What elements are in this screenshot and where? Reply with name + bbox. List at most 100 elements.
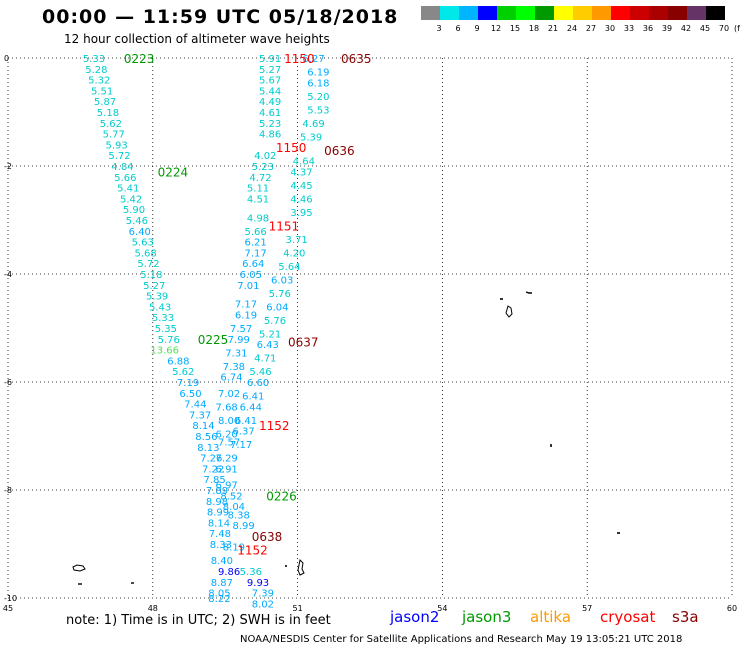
wave-height-value: 5.87 bbox=[94, 97, 116, 108]
wave-height-value: 5.77 bbox=[103, 130, 125, 141]
wave-height-value: 7.31 bbox=[225, 348, 247, 359]
wave-height-value: 9.93 bbox=[247, 578, 269, 589]
colorbar-swatch bbox=[459, 6, 478, 20]
colorbar-label: 3 bbox=[436, 24, 442, 33]
wave-height-value: 5.33 bbox=[152, 313, 174, 324]
colorbar-label: 18 bbox=[528, 24, 540, 33]
colorbar-label: 12 bbox=[490, 24, 502, 33]
wave-height-value: 5.51 bbox=[91, 86, 113, 97]
wave-height-value: 5.67 bbox=[259, 76, 281, 87]
island-seychelles-mahe bbox=[505, 305, 513, 318]
wave-height-value: 6.43 bbox=[257, 340, 279, 351]
pass-time-label: 0223 bbox=[124, 52, 155, 66]
pass-time-label: 1151 bbox=[269, 219, 300, 233]
wave-height-value: 7.48 bbox=[209, 529, 231, 540]
wave-height-value: 8.14 bbox=[208, 518, 230, 529]
wave-height-value: 7.57 bbox=[230, 324, 252, 335]
colorbar-label: 45 bbox=[699, 24, 711, 33]
wave-height-value: 6.03 bbox=[271, 275, 293, 286]
wave-height-value: 5.36 bbox=[240, 567, 262, 578]
colorbar-swatch bbox=[421, 6, 440, 20]
lon-tick-label: 51 bbox=[293, 604, 303, 613]
lon-tick-label: 57 bbox=[582, 604, 592, 613]
island-bird bbox=[525, 291, 532, 294]
pass-time-label: 0635 bbox=[341, 52, 372, 66]
legend-jason3: jason3 bbox=[462, 608, 512, 626]
wave-height-value: 7.26 bbox=[200, 454, 222, 465]
wave-height-value: 5.21 bbox=[259, 329, 281, 340]
pass-time-label: 1152 bbox=[237, 543, 268, 557]
wave-height-value: 5.93 bbox=[105, 140, 127, 151]
wave-height-value: 7.99 bbox=[228, 335, 250, 346]
wave-height-value: 6.41 bbox=[235, 416, 257, 427]
colorbar-swatch bbox=[649, 6, 668, 20]
colorbar-label: 30 bbox=[604, 24, 616, 33]
colorbar-label: 36 bbox=[642, 24, 654, 33]
wave-height-value: 4.98 bbox=[247, 213, 269, 224]
wave-height-value: 6.88 bbox=[167, 356, 189, 367]
wave-height-value: 13.66 bbox=[150, 346, 179, 357]
wave-height-value: 5.42 bbox=[120, 194, 142, 205]
colorbar-label: 39 bbox=[661, 24, 673, 33]
pass-time-labels: 0223 0224 0225 0226 1150 1150 1151 1152 1152 0635… bbox=[124, 52, 372, 557]
wave-height-value: 6.05 bbox=[240, 270, 262, 281]
wave-height-value: 5.66 bbox=[114, 173, 136, 184]
wave-height-value: 5.28 bbox=[85, 65, 107, 76]
wave-height-value: 5.33 bbox=[83, 54, 105, 65]
legend-jason2: jason2 bbox=[390, 608, 440, 626]
colorbar-swatch bbox=[687, 6, 706, 20]
wave-height-value: 4.72 bbox=[249, 173, 271, 184]
colorbar-swatch bbox=[706, 6, 725, 20]
wave-height-value: 3.95 bbox=[290, 208, 312, 219]
footnote: note: 1) Time is in UTC; 2) SWH is in fe… bbox=[66, 613, 331, 628]
axis-tick-labels: 45 48 51 54 57 60 0 -2 -4 -6 -8 -10 bbox=[3, 54, 737, 613]
wave-height-value: 8.99 bbox=[232, 521, 254, 532]
wave-height-value: 7.17 bbox=[245, 248, 267, 259]
wave-height-value: 6.97 bbox=[216, 481, 238, 492]
lon-tick-label: 45 bbox=[3, 604, 13, 613]
wave-height-value: 4.37 bbox=[290, 167, 312, 178]
wave-height-value: 8.52 bbox=[220, 491, 242, 502]
wave-height-value: 6.21 bbox=[245, 238, 267, 249]
wave-height-value: 4.86 bbox=[259, 130, 281, 141]
wave-height-value: 4.64 bbox=[293, 157, 315, 168]
wave-height-value: 7.01 bbox=[237, 281, 259, 292]
wave-height-value: 7.02 bbox=[218, 389, 240, 400]
wave-height-value: 4.46 bbox=[290, 194, 312, 205]
lat-tick-label: -2 bbox=[4, 162, 12, 171]
wave-height-value: 7.29 bbox=[216, 454, 238, 465]
colorbar-label: 9 bbox=[474, 24, 480, 33]
pass-time-label: 0224 bbox=[158, 165, 189, 179]
colorbar-swatch bbox=[440, 6, 459, 20]
wave-height-value: 8.87 bbox=[211, 578, 233, 589]
wave-height-value: 5.41 bbox=[117, 184, 139, 195]
wave-height-value: 5.23 bbox=[252, 162, 274, 173]
wave-height-value: 5.20 bbox=[307, 92, 329, 103]
wave-height-value: 5.63 bbox=[132, 238, 154, 249]
wave-height-value: 7.19 bbox=[177, 378, 199, 389]
colorbar-label: 27 bbox=[585, 24, 597, 33]
wave-height-value: 8.00 bbox=[218, 416, 240, 427]
lat-tick-label: -10 bbox=[4, 594, 17, 603]
wave-height-value: 5.62 bbox=[100, 119, 122, 130]
wave-height-value: 4.02 bbox=[254, 151, 276, 162]
wave-height-value: 5.18 bbox=[97, 108, 119, 119]
wave-height-value: 7.68 bbox=[216, 402, 238, 413]
colorbar-label: 70 bbox=[718, 24, 730, 33]
pass-time-label: 0637 bbox=[288, 336, 319, 350]
wave-height-value: 6.91 bbox=[216, 464, 238, 475]
wave-height-value: 5.27 bbox=[143, 281, 165, 292]
colorbar-swatch bbox=[497, 6, 516, 20]
wave-height-value: 8.04 bbox=[223, 502, 245, 513]
colorbar-swatch bbox=[611, 6, 630, 20]
wave-height-value: 8.38 bbox=[228, 510, 250, 521]
wave-height-value: 6.40 bbox=[129, 227, 151, 238]
wave-height-value: 5.46 bbox=[126, 216, 148, 227]
lat-tick-label: 0 bbox=[4, 54, 9, 63]
wave-height-value: 7.17 bbox=[230, 440, 252, 451]
lon-tick-label: 48 bbox=[148, 604, 158, 613]
colorbar-swatch bbox=[535, 6, 554, 20]
wave-height-value: 6.19 bbox=[307, 68, 329, 79]
island-farquhar bbox=[297, 558, 305, 576]
